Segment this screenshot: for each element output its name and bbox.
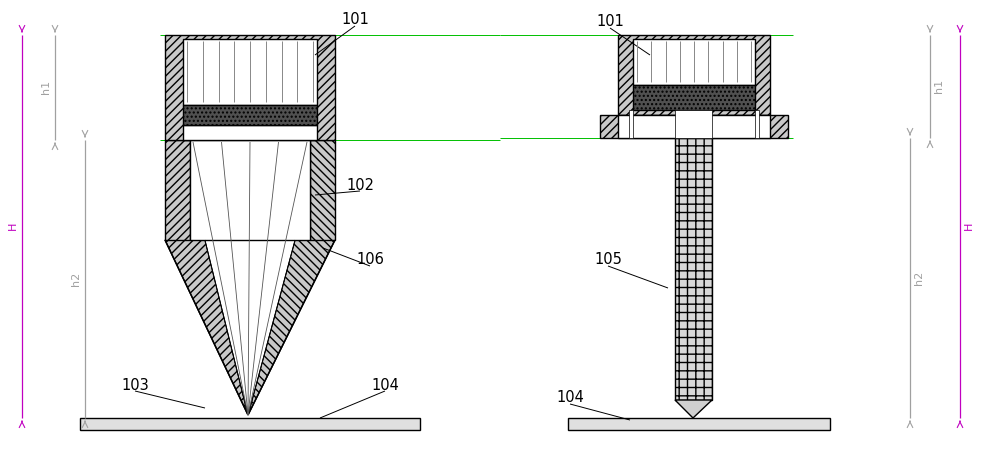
Text: 106: 106 bbox=[356, 253, 384, 267]
Text: H: H bbox=[8, 222, 18, 230]
Polygon shape bbox=[165, 240, 248, 415]
Bar bbox=[190, 140, 310, 240]
Bar bbox=[675, 110, 712, 138]
Text: H: H bbox=[964, 222, 974, 230]
Bar bbox=[165, 35, 335, 140]
Text: 102: 102 bbox=[346, 177, 374, 192]
Bar bbox=[618, 115, 770, 138]
Text: 104: 104 bbox=[556, 390, 584, 405]
Bar bbox=[675, 138, 712, 400]
Text: h1: h1 bbox=[934, 79, 944, 93]
Text: h2: h2 bbox=[71, 272, 81, 286]
Bar bbox=[568, 418, 830, 430]
Bar bbox=[183, 125, 317, 140]
Bar bbox=[165, 140, 190, 240]
Bar bbox=[80, 418, 420, 430]
Bar bbox=[633, 85, 755, 110]
Bar bbox=[310, 140, 335, 240]
Text: 104: 104 bbox=[371, 377, 399, 393]
Text: 105: 105 bbox=[594, 253, 622, 267]
Polygon shape bbox=[248, 240, 335, 415]
Text: 101: 101 bbox=[596, 15, 624, 30]
Bar bbox=[633, 39, 755, 85]
Bar bbox=[618, 35, 770, 115]
Polygon shape bbox=[675, 400, 712, 418]
Text: 103: 103 bbox=[121, 377, 149, 393]
Bar bbox=[183, 105, 317, 125]
Polygon shape bbox=[205, 240, 295, 415]
Bar bbox=[629, 110, 633, 138]
Text: h1: h1 bbox=[41, 80, 51, 94]
Bar bbox=[600, 115, 788, 138]
Bar bbox=[183, 39, 317, 105]
Text: h2: h2 bbox=[914, 271, 924, 285]
Text: 101: 101 bbox=[341, 12, 369, 27]
Bar bbox=[755, 110, 759, 138]
